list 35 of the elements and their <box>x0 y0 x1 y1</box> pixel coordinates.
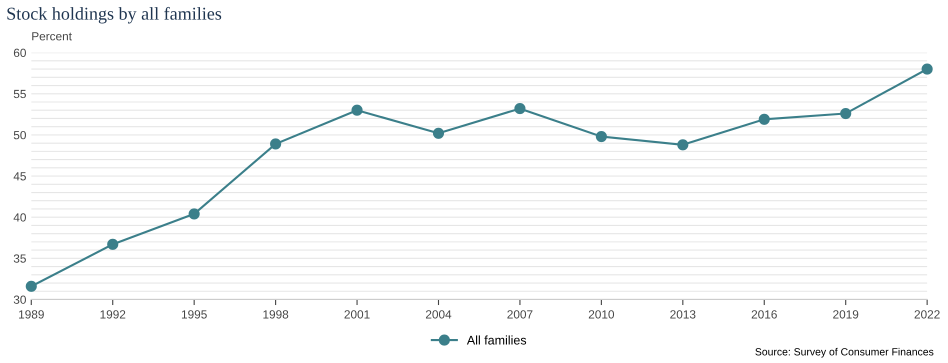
point <box>758 114 770 125</box>
x-tick-label: 2022 <box>914 310 940 319</box>
y-tick-label: 40 <box>14 213 26 222</box>
point <box>188 208 200 220</box>
point <box>514 103 526 114</box>
y-tick-label: 45 <box>14 172 26 180</box>
x-tick-label: 2016 <box>752 310 777 319</box>
x-tick-label: 2007 <box>507 310 532 319</box>
y-tick-label: 30 <box>14 296 26 304</box>
y-tick-label: 60 <box>14 48 26 58</box>
x-tick-label: 1995 <box>182 310 207 319</box>
point <box>840 108 852 120</box>
point <box>432 128 444 139</box>
source-note: Source: Survey of Consumer Finances <box>755 348 934 358</box>
x-tick-label: 1998 <box>263 310 288 319</box>
point <box>351 104 363 116</box>
chart-title: Stock holdings by all families <box>7 6 222 24</box>
point <box>677 139 688 150</box>
x-tick-label: 1992 <box>100 310 126 319</box>
x-tick-label: 1989 <box>19 310 44 319</box>
x-tick-label: 2010 <box>588 310 614 319</box>
point <box>107 238 118 250</box>
legend-label: All families <box>466 335 526 345</box>
x-tick-label: 2001 <box>344 310 370 319</box>
y-axis-title: Percent <box>32 32 72 40</box>
point <box>26 280 37 292</box>
y-tick-label: 50 <box>14 130 26 140</box>
y-tick-label: 55 <box>14 90 26 98</box>
point <box>596 131 607 142</box>
point <box>270 138 282 150</box>
x-tick-label: 2004 <box>426 310 452 319</box>
x-tick-label: 2019 <box>833 310 858 319</box>
x-tick-label: 2013 <box>670 310 696 319</box>
y-tick-label: 35 <box>14 254 26 263</box>
point <box>922 64 933 75</box>
